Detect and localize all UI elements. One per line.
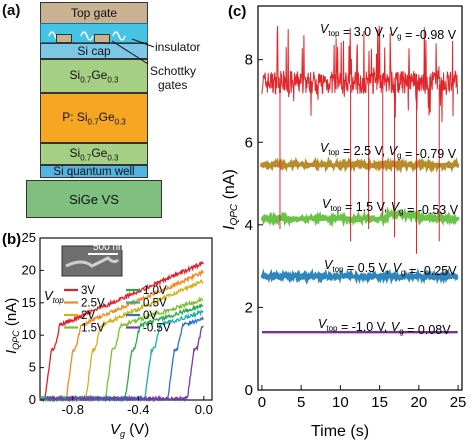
panel-b-ticks: -0.8 -0.4 0.0 0 5 10 15 20 25	[22, 230, 213, 417]
panel-c-ytick-label: 4	[245, 217, 253, 234]
panel-c-xtick-label: 10	[332, 394, 349, 411]
panel-b-series-line	[40, 303, 204, 403]
panel-c-series-line	[260, 206, 460, 228]
panel-c-plot-frame	[257, 5, 463, 391]
panel-b-ytick-label: 5	[29, 360, 36, 375]
panel-b-series-line	[39, 260, 204, 403]
panel-c-xtick-label: 5	[297, 394, 305, 411]
si-quantum-well-layer: Si quantum well	[40, 165, 148, 178]
sige-layer-1-label: Si0.7Ge0.3	[69, 67, 119, 85]
si-quantum-well-label: Si quantum well	[53, 165, 135, 178]
panel-c-series-group	[260, 25, 460, 334]
panel-b-legend-entry: 2V	[81, 310, 95, 322]
panel-b-ytick-label: 0	[29, 392, 36, 407]
panel-b-ytick-label: 25	[22, 230, 36, 245]
schottky-gate-1	[56, 34, 72, 43]
panel-b-inset: 500 nm	[61, 242, 126, 277]
panel-b-legend-entry: 1.5V	[81, 323, 105, 335]
panel-b-legend-entry: 1.0V	[143, 285, 167, 297]
panel-b-legend-entry: 3V	[81, 285, 95, 297]
p-doped-sige-label: P: Si0.7Ge0.3	[62, 109, 126, 127]
panel-c-series-label: Vtop = 0.5 V, Vg = -0.25V	[324, 258, 457, 278]
panel-b-legend-entry: -0.5V	[143, 323, 171, 335]
p-doped-sige-layer: P: Si0.7Ge0.3	[40, 93, 148, 143]
panel-c-series-line	[261, 25, 459, 123]
panel-b-ytick-label: 10	[22, 327, 36, 342]
panel-b-legend-entry: 0.5V	[143, 298, 167, 310]
panel-c-xtick-label: 15	[371, 394, 388, 411]
panel-b-xlabel: Vg (V)	[110, 421, 149, 439]
panel-b-ytick-label: 20	[22, 262, 36, 277]
panel-b-ytick-label: 15	[22, 295, 36, 310]
panel-b-legend-entry: 2.5V	[81, 298, 105, 310]
panel-b-series-line	[39, 269, 204, 402]
panel-a-label: (a)	[2, 2, 21, 19]
panel-c-label: (c)	[228, 3, 246, 20]
panel-c-series-line	[260, 156, 460, 174]
panel-b-legend-entry: 0V	[143, 310, 157, 322]
panel-c-chart: (c) Vtop = 3.0 V, Vg = -0.98 V Vtop = 2.5…	[222, 3, 467, 440]
panel-b-xtick-label: 0.0	[195, 402, 213, 417]
sem-inset-gates	[65, 256, 120, 268]
panel-b-series-group	[39, 260, 204, 403]
insulator-callout: insulator	[155, 40, 201, 54]
panel-c-series-label: Vtop = 2.5 V, Vg = -0.79 V	[320, 141, 457, 161]
sige-layer-2-label: Si0.7Ge0.3	[69, 145, 119, 163]
panel-c-xtick-label: 25	[450, 394, 467, 411]
si-cap-label: Si cap	[77, 44, 111, 58]
panel-c-ytick-label: 2	[245, 299, 253, 316]
panel-c-series-label: Vtop = 3.0 V, Vg = -0.98 V	[320, 22, 457, 42]
panel-b-xtick-label: -0.4	[127, 402, 149, 417]
schottky-callout-line1: Schottky	[150, 64, 197, 78]
panel-c-xtick-label: 0	[258, 394, 266, 411]
panel-b-label: (b)	[2, 231, 21, 248]
layer-stack-diagram: Top gate Si cap Si0.7Ge0.3 P: Si0.7Ge0.3…	[22, 0, 242, 230]
sige-vs-layer: SiGe VS	[26, 180, 162, 218]
schottky-callout-line2: gates	[158, 78, 188, 92]
sige-vs-label: SiGe VS	[69, 191, 119, 207]
schottky-gate-2	[94, 34, 110, 43]
panel-c-series-label: Vtop = -1.0 V, Vg = 0.08V	[318, 317, 451, 337]
panel-c-ytick-label: 8	[245, 52, 253, 69]
panel-c-axes-box	[257, 5, 463, 391]
panel-c-series-line	[260, 267, 459, 286]
panel-c-ytick-label: 6	[245, 134, 253, 151]
sige-layer-2: Si0.7Ge0.3	[40, 143, 148, 165]
panel-b-series-line	[39, 325, 204, 403]
panel-c-xlabel: Time (s)	[311, 423, 369, 440]
panel-c-series-label: Vtop = 1.5 V, Vg = -0.53 V	[322, 197, 459, 217]
top-gate-label: Top gate	[70, 6, 118, 20]
panel-b-series-line	[39, 316, 204, 403]
panel-b-legend-title: Vtop	[44, 288, 64, 305]
panel-c-ticks: 0 5 10 15 20 25 0 2 4 6 8	[245, 52, 467, 411]
scale-bar-label: 500 nm	[93, 242, 126, 253]
panel-c-ytick-label: 0	[245, 382, 253, 399]
panel-c-series-labels: Vtop = 3.0 V, Vg = -0.98 V Vtop = 2.5 V, …	[318, 22, 459, 337]
panel-b-xtick-label: -0.8	[62, 402, 84, 417]
sige-layer-1: Si0.7Ge0.3	[40, 59, 148, 93]
panel-b-ylabel: IQPC (nA)	[3, 298, 21, 354]
panel-c-ylabel: IQPC (nA)	[222, 169, 240, 230]
callout-lines	[111, 38, 155, 65]
panel-c-xtick-label: 20	[411, 394, 428, 411]
